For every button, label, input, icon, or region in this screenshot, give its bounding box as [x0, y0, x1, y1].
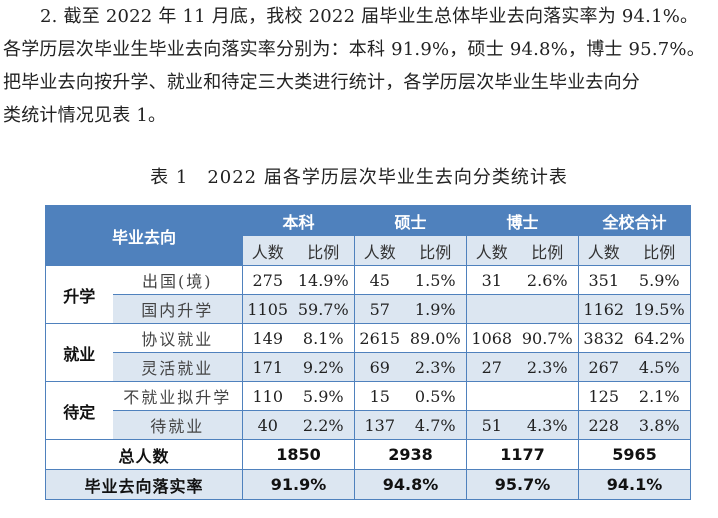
table-row: 灵活就业 171 9.2% 69 2.3% 27 2.3% 267 4.5% — [46, 352, 691, 382]
cell: 64.2% — [628, 323, 691, 353]
cell: 69 — [354, 352, 405, 382]
cell: 1.5% — [404, 265, 467, 295]
cell: 275 — [242, 265, 293, 295]
category-pending: 待定 — [45, 381, 113, 440]
paragraph-line: 各学历层次毕业生毕业去向落实率分别为：本科 91.9%，硕士 94.8%，博士 … — [3, 39, 705, 60]
cell: 40 — [242, 410, 293, 440]
cell: 57 — [354, 294, 405, 324]
cell: 2.1% — [628, 381, 691, 411]
cell: 2615 — [354, 323, 405, 353]
total-bachelor: 1850 — [242, 439, 355, 470]
cell: 89.0% — [404, 323, 467, 353]
row-label: 待就业 — [112, 410, 243, 440]
cell: 14.9% — [292, 265, 355, 295]
cell: 1068 — [466, 323, 517, 353]
cell: 2.6% — [516, 265, 579, 295]
cell: 2.3% — [516, 352, 579, 382]
cell: 59.7% — [292, 294, 355, 324]
total-label: 总人数 — [45, 439, 243, 470]
total-row: 总人数 1850 2938 1177 5965 — [45, 439, 691, 470]
row-label: 不就业拟升学 — [112, 381, 243, 411]
sub-header-ratio: 比例 — [404, 235, 467, 266]
sub-header-ratio: 比例 — [516, 235, 579, 266]
cell: 1162 — [578, 294, 629, 324]
paragraph-line: 把毕业去向按升学、就业和待定三大类进行统计，各学历层次毕业生毕业去向分 — [3, 72, 640, 93]
table-row: 就业 协议就业 149 8.1% 2615 89.0% 1068 90.7% 3… — [45, 323, 691, 382]
row-label: 出国(境) — [112, 265, 243, 295]
cell: 2.3% — [404, 352, 467, 382]
sub-header-count: 人数 — [242, 235, 293, 266]
group-header-total: 全校合计 — [578, 205, 691, 236]
header-row-groups: 毕业去向 本科 硕士 博士 全校合计 — [45, 205, 691, 266]
table-row: 升学 出国(境) 275 14.9% 45 1.5% 31 2.6% 351 5… — [45, 265, 691, 324]
sub-header-count: 人数 — [354, 235, 405, 266]
cell: 3.8% — [628, 410, 691, 440]
graduate-destination-table: 毕业去向 本科 硕士 博士 全校合计 人数 比例 人数 比例 人数 比例 人数 … — [45, 205, 691, 500]
total-all: 5965 — [578, 439, 691, 470]
cell: 5.9% — [628, 265, 691, 295]
rate-label: 毕业去向落实率 — [45, 469, 243, 500]
paragraph-line: 2. 截至 2022 年 11 月底，我校 2022 届毕业生总体毕业去向落实率… — [40, 6, 699, 27]
cell — [466, 294, 517, 324]
category-further-study: 升学 — [45, 265, 113, 324]
cell: 45 — [354, 265, 405, 295]
cell: 110 — [242, 381, 293, 411]
rate-row: 毕业去向落实率 91.9% 94.8% 95.7% 94.1% — [45, 469, 691, 500]
table-row: 待就业 40 2.2% 137 4.7% 51 4.3% 228 3.8% — [46, 410, 691, 440]
sub-header-count: 人数 — [466, 235, 517, 266]
group-header-doctor: 博士 — [466, 205, 579, 236]
paragraph-line: 类统计情况见表 1。 — [3, 105, 167, 126]
cell: 4.5% — [628, 352, 691, 382]
cell: 171 — [242, 352, 293, 382]
cell: 51 — [466, 410, 517, 440]
cell: 1.9% — [404, 294, 467, 324]
group-header-master: 硕士 — [354, 205, 467, 236]
cell: 125 — [578, 381, 629, 411]
total-master: 2938 — [354, 439, 467, 470]
cell — [516, 294, 579, 324]
total-doctor: 1177 — [466, 439, 579, 470]
rate-bachelor: 91.9% — [242, 469, 355, 500]
row-label: 协议就业 — [112, 323, 243, 353]
rate-all: 94.1% — [578, 469, 691, 500]
table-row: 待定 不就业拟升学 110 5.9% 15 0.5% 125 2.1% — [45, 381, 691, 440]
cell: 1105 — [242, 294, 293, 324]
cell: 4.3% — [516, 410, 579, 440]
sub-header-count: 人数 — [578, 235, 629, 266]
cell: 5.9% — [292, 381, 355, 411]
intro-paragraph: 2. 截至 2022 年 11 月底，我校 2022 届毕业生总体毕业去向落实率… — [3, 0, 718, 132]
rate-master: 94.8% — [354, 469, 467, 500]
cell: 267 — [578, 352, 629, 382]
cell: 149 — [242, 323, 293, 353]
cell: 2.2% — [292, 410, 355, 440]
cell: 0.5% — [404, 381, 467, 411]
table-caption: 表 1 2022 届各学历层次毕业生去向分类统计表 — [150, 167, 568, 188]
cell: 19.5% — [628, 294, 691, 324]
cell: 351 — [578, 265, 629, 295]
cell: 90.7% — [516, 323, 579, 353]
cell: 15 — [354, 381, 405, 411]
corner-header: 毕业去向 — [45, 205, 243, 266]
group-header-bachelor: 本科 — [242, 205, 355, 236]
row-label: 灵活就业 — [112, 352, 243, 382]
cell: 137 — [354, 410, 405, 440]
cell: 4.7% — [404, 410, 467, 440]
cell: 8.1% — [292, 323, 355, 353]
sub-header-ratio: 比例 — [292, 235, 355, 266]
cell: 3832 — [578, 323, 629, 353]
cell: 228 — [578, 410, 629, 440]
cell — [466, 381, 517, 411]
cell: 9.2% — [292, 352, 355, 382]
row-label: 国内升学 — [112, 294, 243, 324]
category-employment: 就业 — [45, 323, 113, 382]
cell: 27 — [466, 352, 517, 382]
cell — [516, 381, 579, 411]
sub-header-ratio: 比例 — [628, 235, 691, 266]
rate-doctor: 95.7% — [466, 469, 579, 500]
table-row: 国内升学 1105 59.7% 57 1.9% 1162 19.5% — [46, 294, 691, 324]
cell: 31 — [466, 265, 517, 295]
